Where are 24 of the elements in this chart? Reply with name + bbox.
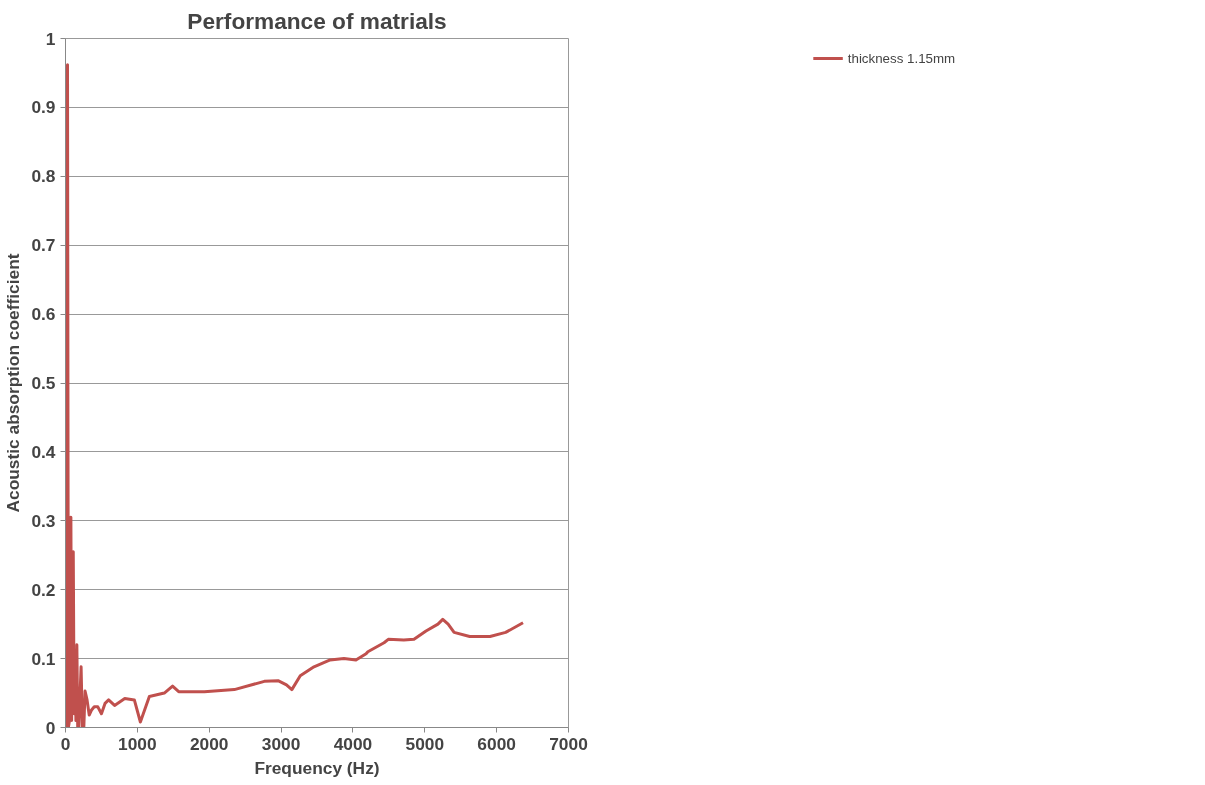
y-tick-label: 0.9 [31,97,56,118]
y-tick-label: 1 [45,28,56,49]
x-tick-label: 3000 [261,733,301,754]
x-tick-label: 1000 [118,733,157,754]
x-axis-title: Frequency (Hz) [254,757,380,778]
y-axis-title: Acoustic absorption coefficient [3,253,24,513]
y-tick-label: 0.4 [31,441,56,462]
y-tick-label: 0.7 [31,235,56,256]
y-tick-label: 0.6 [31,304,56,325]
x-tick-label: 4000 [333,733,373,754]
legend-label: thickness 1.15mm [847,50,956,66]
y-tick-label: 0.3 [31,510,56,531]
x-tick-label: 5000 [405,733,445,754]
y-tick-label: 0.1 [31,648,56,669]
x-tick-label: 6000 [477,733,516,754]
x-tick-label: 2000 [189,733,229,754]
y-tick-label: 0 [45,717,56,738]
line-series [65,63,525,728]
x-tick-label: 7000 [549,733,588,754]
chart-title: Performance of matrials [187,7,447,34]
y-tick-label: 0.8 [31,166,56,187]
x-tick-label: 0 [60,733,71,754]
y-tick-label: 0.5 [31,373,56,393]
y-tick-label: 0.2 [31,579,56,600]
